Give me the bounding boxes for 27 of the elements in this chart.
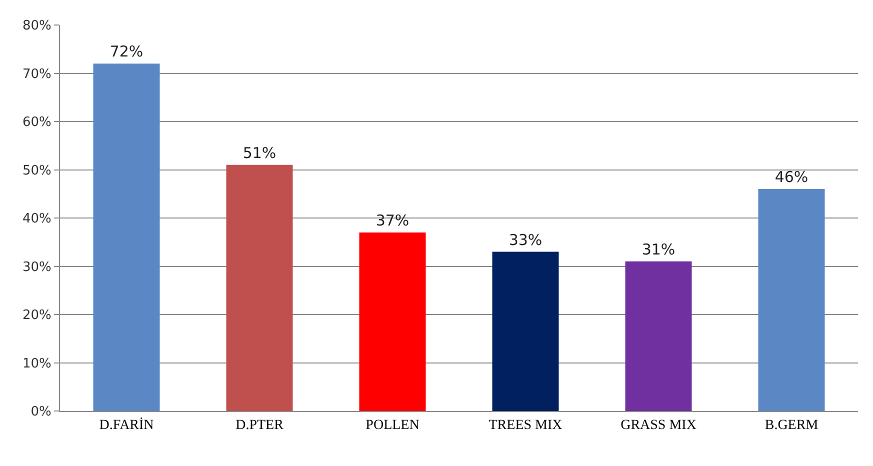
x-tick-label: D.FARİN [99,416,154,433]
bar [93,64,160,411]
data-label: 46% [774,168,808,186]
bar [492,252,559,411]
data-label: 72% [110,42,144,61]
x-tick-label: POLLEN [366,418,420,433]
x-tick-label: GRASS MIX [620,418,696,433]
x-tick-label: D.PTER [236,418,284,433]
y-tick-label: 30% [22,260,52,275]
y-tick-label: 50% [22,163,52,178]
y-tick-label: 10% [22,356,52,372]
x-tick-label: B.GERM [764,418,819,433]
data-label: 33% [508,230,542,249]
y-tick-label: 70% [22,66,52,82]
bar [625,261,692,411]
bar [226,164,293,411]
y-tick-label: 80% [22,18,52,34]
bar [758,189,825,411]
y-tick-label: 20% [22,308,52,324]
bar [359,232,426,411]
data-label: 51% [242,144,276,162]
x-tick-label: TREES MIX [488,418,562,433]
data-label: 37% [376,211,410,230]
y-tick-label: 40% [22,212,52,227]
y-tick-label: 60% [22,115,52,130]
data-label: 31% [642,240,676,258]
y-tick-label: 0% [30,404,52,420]
